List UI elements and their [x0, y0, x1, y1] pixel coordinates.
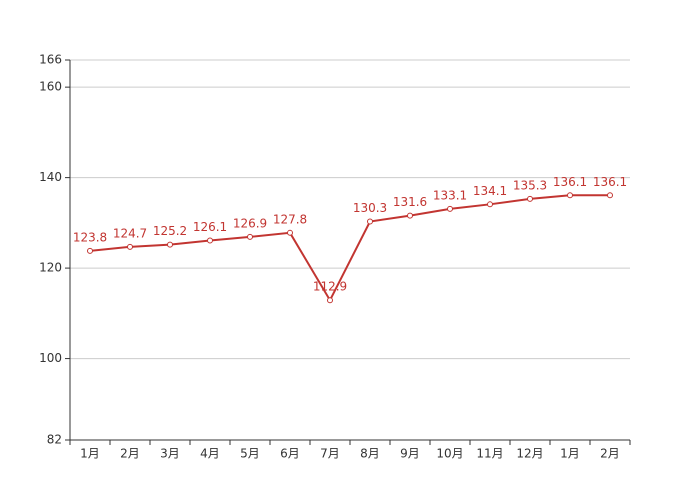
point — [327, 297, 333, 304]
x-tick-label: 3月 — [160, 447, 180, 461]
value-label: 136.1 — [553, 175, 587, 189]
value-label: 134.1 — [473, 184, 507, 198]
point — [167, 241, 173, 248]
y-tick-label: 166 — [39, 53, 62, 67]
x-tick-label: 11月 — [476, 447, 503, 461]
point — [487, 201, 493, 208]
point — [287, 229, 293, 236]
line — [89, 194, 610, 303]
y-tick-label: 120 — [39, 261, 62, 275]
value-label: 130.3 — [353, 201, 387, 215]
point — [127, 243, 133, 250]
x-tick-label: 5月 — [240, 447, 260, 461]
point — [367, 218, 373, 225]
point — [87, 247, 93, 254]
point — [527, 195, 533, 202]
point — [207, 237, 213, 244]
x-tick-label: 1月 — [80, 447, 100, 461]
value-label: 124.7 — [113, 226, 147, 240]
y-tick-label: 82 — [47, 433, 62, 447]
x-tick-label: 2月 — [120, 447, 140, 461]
x-tick-label: 10月 — [436, 447, 463, 461]
x-tick-label: 6月 — [280, 447, 300, 461]
value-label: 123.8 — [73, 230, 107, 244]
x-tick-label: 8月 — [360, 447, 380, 461]
point — [407, 212, 413, 219]
value-label: 133.1 — [433, 188, 467, 202]
x-tick-label: 4月 — [200, 447, 220, 461]
y-tick-label: 160 — [39, 80, 62, 94]
x-tick-label: 9月 — [400, 447, 420, 461]
point — [447, 205, 453, 212]
value-label: 126.1 — [193, 220, 227, 234]
point — [567, 192, 573, 199]
x-tick-label: 7月 — [320, 447, 340, 461]
y-tick-label: 100 — [39, 351, 62, 365]
value-label: 125.2 — [153, 224, 187, 238]
value-label: 136.1 — [593, 175, 627, 189]
x-tick-label: 12月 — [516, 447, 543, 461]
x-tick-label: 1月 — [560, 447, 580, 461]
y-tick-label: 140 — [39, 170, 62, 184]
value-label: 112.9 — [313, 280, 347, 294]
value-label: 135.3 — [513, 178, 547, 192]
value-label: 131.6 — [393, 195, 427, 209]
point — [607, 192, 613, 199]
point — [247, 233, 253, 240]
value-label: 126.9 — [233, 216, 267, 230]
value-label: 127.8 — [273, 212, 307, 226]
x-tick-label: 2月 — [600, 447, 620, 461]
